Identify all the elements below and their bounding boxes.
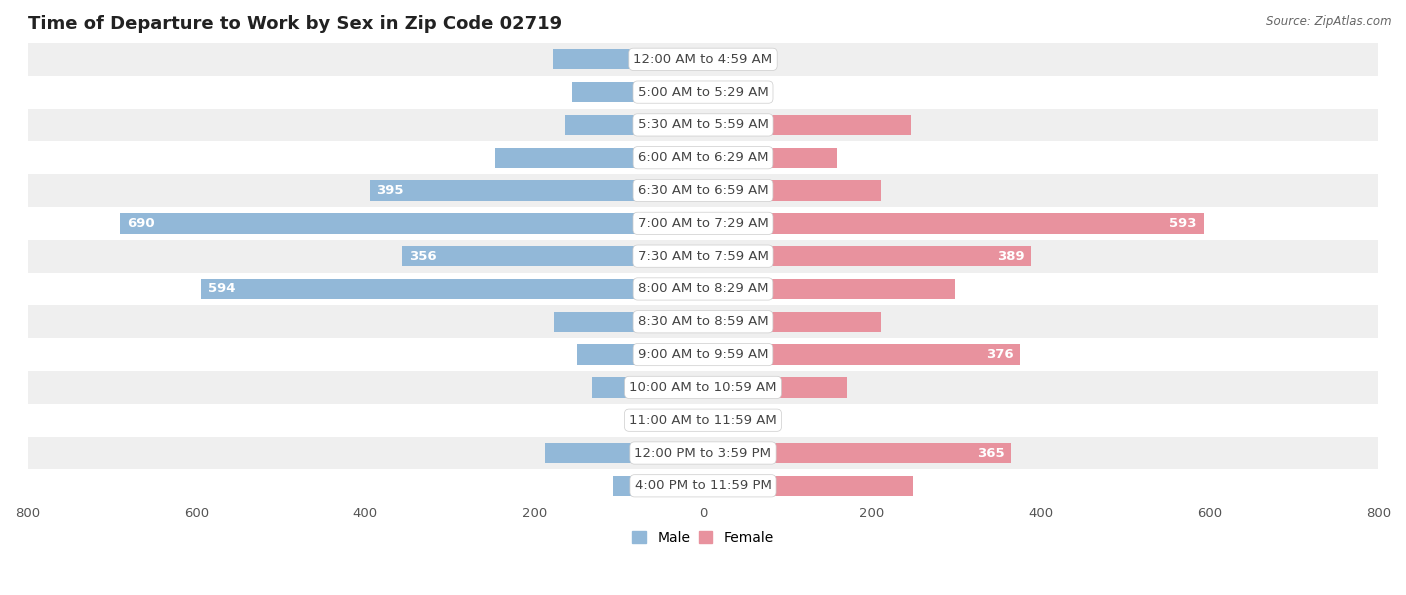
Bar (546, 443, 703, 463)
Text: 46: 46 (682, 414, 699, 427)
Legend: Male, Female: Male, Female (627, 525, 779, 550)
Bar (28, 207, 1378, 240)
Bar (28, 404, 1378, 437)
Bar (703, 115, 911, 135)
Bar (28, 240, 1378, 273)
Bar (554, 312, 703, 332)
Text: 36: 36 (707, 53, 724, 66)
Text: 8:00 AM to 8:29 AM: 8:00 AM to 8:29 AM (638, 283, 768, 296)
Text: 211: 211 (707, 184, 733, 197)
Text: 246: 246 (707, 118, 733, 131)
Text: 690: 690 (127, 217, 155, 230)
Bar (703, 443, 1011, 463)
Bar (28, 338, 1378, 371)
Bar (201, 279, 703, 299)
Bar (572, 82, 703, 102)
Text: 12:00 AM to 4:59 AM: 12:00 AM to 4:59 AM (634, 53, 772, 66)
Text: 9:00 AM to 9:59 AM: 9:00 AM to 9:59 AM (638, 348, 768, 361)
Text: 365: 365 (977, 446, 1004, 459)
Text: 11:00 AM to 11:59 AM: 11:00 AM to 11:59 AM (628, 414, 778, 427)
Bar (703, 475, 914, 496)
Bar (578, 345, 703, 365)
Text: 594: 594 (208, 283, 236, 296)
Text: 5:00 AM to 5:29 AM: 5:00 AM to 5:29 AM (638, 86, 768, 99)
Bar (28, 273, 1378, 305)
Text: 211: 211 (707, 315, 733, 328)
Bar (703, 312, 882, 332)
Bar (121, 213, 703, 233)
Bar (28, 174, 1378, 207)
Bar (703, 345, 1021, 365)
Text: 177: 177 (673, 315, 699, 328)
Text: 356: 356 (409, 250, 437, 262)
Bar (703, 49, 734, 70)
Text: 249: 249 (707, 480, 733, 492)
Text: 7:30 AM to 7:59 AM: 7:30 AM to 7:59 AM (637, 250, 769, 262)
Bar (495, 148, 703, 168)
Text: 107: 107 (673, 480, 699, 492)
Bar (28, 43, 1378, 76)
Bar (703, 148, 837, 168)
Text: 171: 171 (707, 381, 733, 394)
Bar (402, 246, 703, 267)
Text: 8:30 AM to 8:59 AM: 8:30 AM to 8:59 AM (638, 315, 768, 328)
Text: 246: 246 (673, 151, 699, 164)
Text: 178: 178 (673, 53, 699, 66)
Bar (703, 246, 1032, 267)
Bar (553, 49, 703, 70)
Bar (28, 469, 1378, 502)
Bar (28, 142, 1378, 174)
Bar (592, 377, 703, 397)
Bar (28, 76, 1378, 108)
Text: 51: 51 (707, 414, 724, 427)
Bar (703, 377, 848, 397)
Text: 155: 155 (673, 86, 699, 99)
Text: 298: 298 (707, 283, 733, 296)
Text: 6:00 AM to 6:29 AM: 6:00 AM to 6:29 AM (638, 151, 768, 164)
Bar (613, 475, 703, 496)
Bar (28, 437, 1378, 469)
Text: 593: 593 (1170, 217, 1197, 230)
Text: 12:00 PM to 3:59 PM: 12:00 PM to 3:59 PM (634, 446, 772, 459)
Bar (703, 82, 752, 102)
Bar (703, 410, 747, 430)
Text: 159: 159 (707, 151, 733, 164)
Bar (28, 371, 1378, 404)
Text: 10:00 AM to 10:59 AM: 10:00 AM to 10:59 AM (630, 381, 776, 394)
Bar (565, 115, 703, 135)
Text: 376: 376 (986, 348, 1014, 361)
Text: 132: 132 (673, 381, 699, 394)
Bar (664, 410, 703, 430)
Text: 187: 187 (673, 446, 699, 459)
Bar (28, 305, 1378, 338)
Text: 4:00 PM to 11:59 PM: 4:00 PM to 11:59 PM (634, 480, 772, 492)
Text: Source: ZipAtlas.com: Source: ZipAtlas.com (1267, 15, 1392, 28)
Bar (370, 180, 703, 201)
Text: Time of Departure to Work by Sex in Zip Code 02719: Time of Departure to Work by Sex in Zip … (28, 15, 561, 33)
Text: 389: 389 (997, 250, 1025, 262)
Bar (703, 180, 882, 201)
Text: 5:30 AM to 5:59 AM: 5:30 AM to 5:59 AM (637, 118, 769, 131)
Text: 163: 163 (673, 118, 699, 131)
Text: 7:00 AM to 7:29 AM: 7:00 AM to 7:29 AM (638, 217, 768, 230)
Bar (703, 279, 955, 299)
Text: 6:30 AM to 6:59 AM: 6:30 AM to 6:59 AM (638, 184, 768, 197)
Text: 395: 395 (377, 184, 404, 197)
Text: 59: 59 (707, 86, 724, 99)
Text: 149: 149 (673, 348, 699, 361)
Bar (703, 213, 1204, 233)
Bar (28, 108, 1378, 142)
